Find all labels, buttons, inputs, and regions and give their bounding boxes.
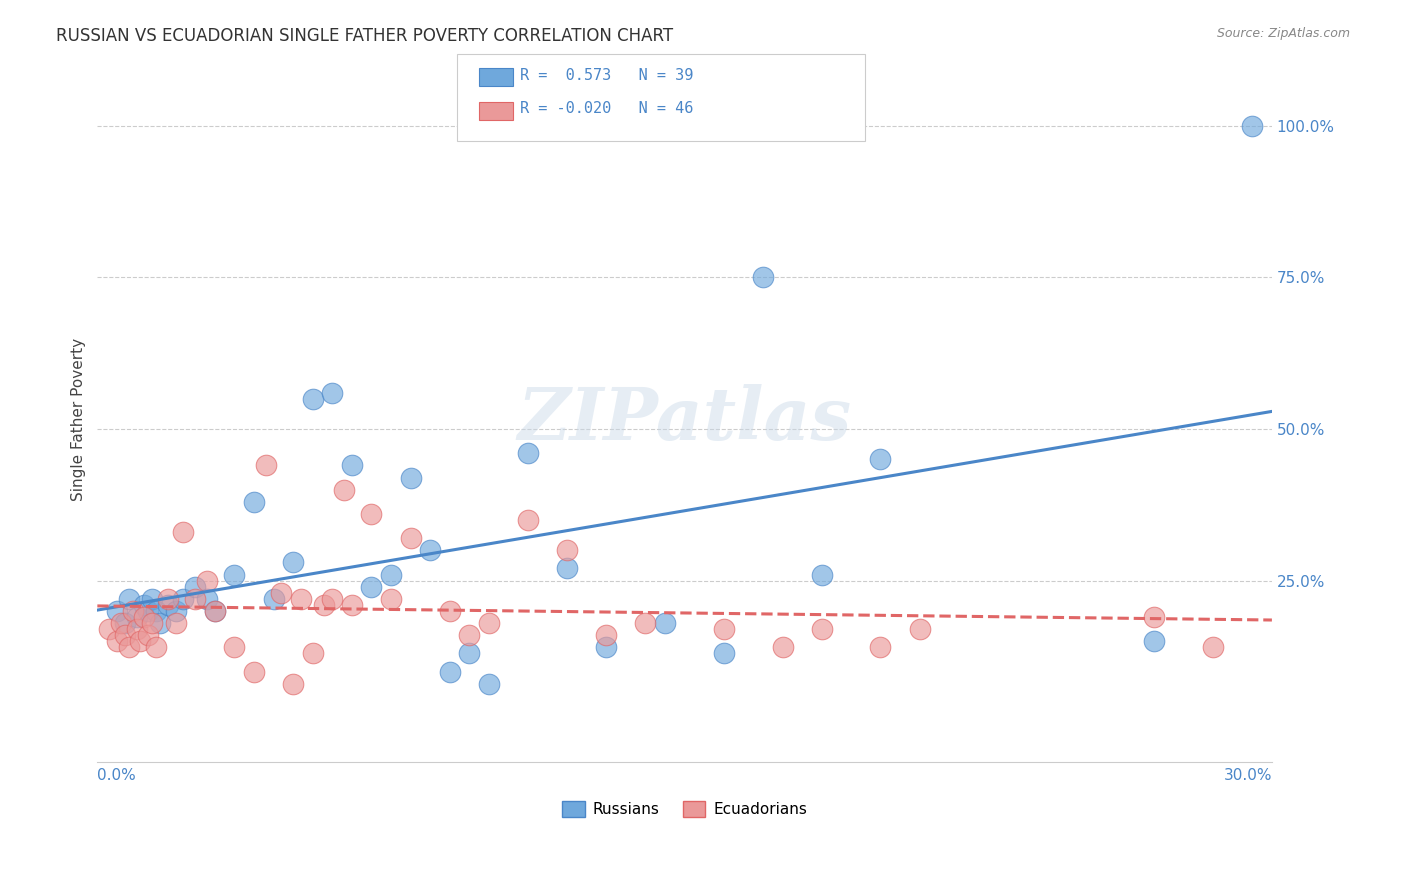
Ecuadorians: [290, 591, 312, 606]
Ecuadorians: [184, 591, 207, 606]
Ecuadorians: [134, 610, 156, 624]
Ecuadorians: [458, 628, 481, 642]
Russians: [114, 615, 136, 630]
Ecuadorians: [270, 585, 292, 599]
Ecuadorians: [713, 622, 735, 636]
Russians: [224, 567, 246, 582]
Russians: [399, 470, 422, 484]
Ecuadorians: [439, 604, 461, 618]
Text: R = -0.020   N = 46: R = -0.020 N = 46: [520, 102, 693, 116]
Russians: [136, 604, 159, 618]
Ecuadorians: [595, 628, 617, 642]
Ecuadorians: [110, 615, 132, 630]
Ecuadorians: [333, 483, 356, 497]
Ecuadorians: [1202, 640, 1225, 655]
Ecuadorians: [281, 676, 304, 690]
Russians: [195, 591, 218, 606]
Ecuadorians: [129, 634, 152, 648]
Ecuadorians: [810, 622, 832, 636]
Russians: [243, 495, 266, 509]
Russians: [281, 555, 304, 569]
Russians: [165, 604, 187, 618]
Russians: [419, 543, 441, 558]
Ecuadorians: [340, 598, 363, 612]
Ecuadorians: [772, 640, 794, 655]
Russians: [654, 615, 676, 630]
Ecuadorians: [399, 531, 422, 545]
Russians: [204, 604, 226, 618]
Ecuadorians: [114, 628, 136, 642]
Russians: [301, 392, 323, 406]
Ecuadorians: [314, 598, 336, 612]
Russians: [810, 567, 832, 582]
Y-axis label: Single Father Poverty: Single Father Poverty: [72, 338, 86, 501]
Ecuadorians: [869, 640, 891, 655]
Ecuadorians: [634, 615, 657, 630]
Ecuadorians: [173, 525, 195, 540]
Ecuadorians: [118, 640, 141, 655]
Ecuadorians: [301, 646, 323, 660]
Russians: [149, 615, 172, 630]
Ecuadorians: [125, 622, 148, 636]
Russians: [595, 640, 617, 655]
Russians: [141, 591, 163, 606]
Ecuadorians: [195, 574, 218, 588]
Ecuadorians: [321, 591, 343, 606]
Russians: [1241, 119, 1264, 133]
Ecuadorians: [145, 640, 167, 655]
Ecuadorians: [380, 591, 402, 606]
Ecuadorians: [360, 507, 382, 521]
Text: RUSSIAN VS ECUADORIAN SINGLE FATHER POVERTY CORRELATION CHART: RUSSIAN VS ECUADORIAN SINGLE FATHER POVE…: [56, 27, 673, 45]
Ecuadorians: [555, 543, 578, 558]
Text: R =  0.573   N = 39: R = 0.573 N = 39: [520, 69, 693, 83]
Russians: [134, 598, 156, 612]
Text: Source: ZipAtlas.com: Source: ZipAtlas.com: [1216, 27, 1350, 40]
Russians: [439, 665, 461, 679]
Russians: [869, 452, 891, 467]
Russians: [713, 646, 735, 660]
Ecuadorians: [136, 628, 159, 642]
Russians: [380, 567, 402, 582]
Russians: [105, 604, 128, 618]
Russians: [1143, 634, 1166, 648]
Ecuadorians: [243, 665, 266, 679]
Ecuadorians: [908, 622, 931, 636]
Ecuadorians: [478, 615, 501, 630]
Russians: [555, 561, 578, 575]
Russians: [458, 646, 481, 660]
Legend: Russians, Ecuadorians: Russians, Ecuadorians: [557, 795, 813, 823]
Ecuadorians: [254, 458, 277, 473]
Russians: [118, 591, 141, 606]
Ecuadorians: [105, 634, 128, 648]
Russians: [321, 385, 343, 400]
Russians: [263, 591, 285, 606]
Ecuadorians: [1143, 610, 1166, 624]
Text: 0.0%: 0.0%: [97, 769, 136, 783]
Russians: [517, 446, 540, 460]
Ecuadorians: [517, 513, 540, 527]
Russians: [145, 604, 167, 618]
Russians: [340, 458, 363, 473]
Ecuadorians: [204, 604, 226, 618]
Russians: [752, 270, 775, 285]
Text: ZIPatlas: ZIPatlas: [517, 384, 852, 456]
Russians: [125, 610, 148, 624]
Russians: [184, 580, 207, 594]
Ecuadorians: [121, 604, 143, 618]
Russians: [478, 676, 501, 690]
Ecuadorians: [98, 622, 121, 636]
Russians: [360, 580, 382, 594]
Russians: [156, 598, 179, 612]
Russians: [173, 591, 195, 606]
Ecuadorians: [224, 640, 246, 655]
Ecuadorians: [141, 615, 163, 630]
Ecuadorians: [165, 615, 187, 630]
Ecuadorians: [156, 591, 179, 606]
Text: 30.0%: 30.0%: [1223, 769, 1272, 783]
